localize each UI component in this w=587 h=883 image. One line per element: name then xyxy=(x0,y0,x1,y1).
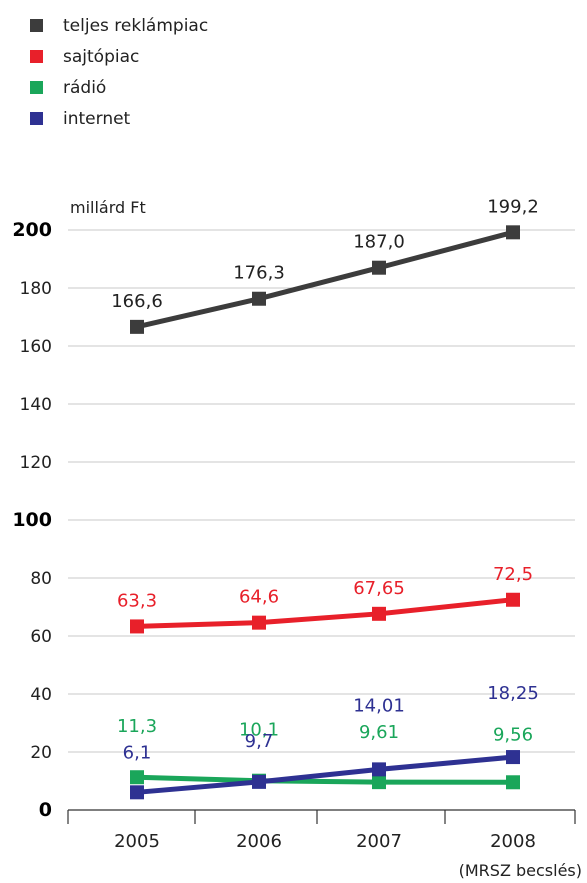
data-point-marker xyxy=(372,606,386,621)
data-point-marker xyxy=(506,592,520,607)
series-line xyxy=(136,597,514,629)
legend-item: rádió xyxy=(30,72,208,103)
data-label: 63,3 xyxy=(117,590,157,611)
data-label: 72,5 xyxy=(493,564,533,585)
y-tick-label: 120 xyxy=(20,453,52,473)
data-point-marker xyxy=(252,291,266,306)
y-tick-label: 0 xyxy=(39,799,52,821)
legend: teljes reklámpiac sajtópiac rádió internet xyxy=(30,10,208,134)
y-tick-label: 200 xyxy=(12,219,52,241)
y-tick-label: 20 xyxy=(30,743,52,763)
data-label: 9,7 xyxy=(245,731,274,752)
data-point-marker xyxy=(506,225,520,240)
y-tick-label: 60 xyxy=(30,627,52,647)
data-point-marker xyxy=(372,260,386,275)
data-point-marker xyxy=(252,615,266,630)
x-axis-note: (MRSZ becslés) xyxy=(459,861,582,880)
data-point-marker xyxy=(130,619,144,634)
series-line xyxy=(136,774,514,785)
legend-item: teljes reklámpiac xyxy=(30,10,208,41)
legend-label: rádió xyxy=(63,77,107,98)
data-point-marker xyxy=(372,775,386,790)
data-label: 166,6 xyxy=(111,291,163,312)
y-tick-label: 140 xyxy=(20,395,52,415)
x-tick-label: 2006 xyxy=(236,831,282,852)
y-tick-label: 160 xyxy=(20,337,52,357)
data-label: 64,6 xyxy=(239,587,279,608)
data-point-marker xyxy=(506,750,520,765)
y-tick-label: 80 xyxy=(30,569,52,589)
data-label: 14,01 xyxy=(353,695,405,716)
data-label: 9,61 xyxy=(359,722,399,743)
data-point-marker xyxy=(372,762,386,777)
data-point-marker xyxy=(130,785,144,800)
data-label: 187,0 xyxy=(353,232,405,253)
data-label: 67,65 xyxy=(353,578,405,599)
legend-swatch xyxy=(30,81,43,94)
data-point-marker xyxy=(252,774,266,789)
legend-swatch xyxy=(30,19,43,32)
legend-swatch xyxy=(30,50,43,63)
y-tick-label: 100 xyxy=(12,509,52,531)
data-label: 176,3 xyxy=(233,263,285,284)
y-tick-label: 180 xyxy=(20,279,52,299)
data-point-marker xyxy=(130,319,144,334)
legend-label: sajtópiac xyxy=(63,46,140,67)
legend-item: sajtópiac xyxy=(30,41,208,72)
x-tick-label: 2008 xyxy=(490,831,536,852)
y-axis-unit-label: millárd Ft xyxy=(70,198,146,217)
data-label: 6,1 xyxy=(123,742,152,763)
data-label: 199,2 xyxy=(487,196,539,217)
data-label: 10,1 xyxy=(239,720,279,741)
data-point-marker xyxy=(506,775,520,790)
series-line xyxy=(136,754,514,795)
legend-label: teljes reklámpiac xyxy=(63,15,209,36)
data-label: 11,3 xyxy=(117,716,157,737)
data-label: 18,25 xyxy=(487,683,539,704)
legend-item: internet xyxy=(30,103,208,134)
x-tick-label: 2005 xyxy=(114,831,160,852)
y-tick-label: 40 xyxy=(30,685,52,705)
series-line xyxy=(136,229,514,330)
legend-label: internet xyxy=(63,108,131,129)
data-point-marker xyxy=(130,770,144,785)
x-tick-label: 2007 xyxy=(356,831,402,852)
data-label: 9,56 xyxy=(493,724,533,745)
legend-swatch xyxy=(30,112,43,125)
